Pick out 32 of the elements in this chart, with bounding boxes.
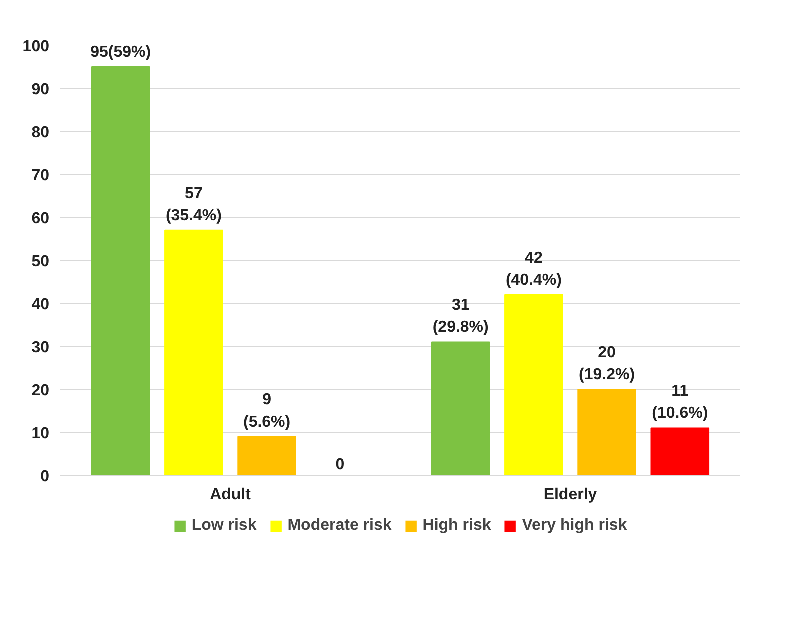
data-label: 42 (40.4%) <box>506 250 562 289</box>
data-label: 0 <box>336 456 345 474</box>
y-tick-label: 100 <box>22 38 50 56</box>
x-tick-label: Elderly <box>544 486 598 504</box>
bar <box>238 436 296 476</box>
y-tick-label: 90 <box>32 82 50 98</box>
bar <box>650 428 710 476</box>
y-tick-label: 70 <box>32 168 50 184</box>
bar <box>164 230 224 476</box>
data-label: 9 (5.6%) <box>243 392 291 431</box>
y-tick-label: 10 <box>32 426 50 442</box>
y-tick-label: 50 <box>32 254 50 270</box>
bar <box>431 342 490 476</box>
bar <box>504 294 564 476</box>
legend-label: High risk <box>422 517 492 535</box>
data-label: 20 (19.2%) <box>579 344 636 384</box>
x-tick-label: Adult <box>210 486 252 504</box>
data-label: 11 (10.6%) <box>652 383 708 422</box>
y-tick-label: 0 <box>40 468 50 486</box>
bar <box>91 66 150 476</box>
y-tick-label: 30 <box>32 340 50 356</box>
y-tick-label: 60 <box>32 210 50 228</box>
y-tick-label: 40 <box>32 296 50 314</box>
data-label: 31 (29.8%) <box>432 297 489 336</box>
y-tick-label: 20 <box>32 382 50 400</box>
y-tick-label: 80 <box>32 124 50 142</box>
legend-label: Low risk <box>192 517 257 535</box>
legend-label: Very high risk <box>522 517 628 535</box>
legend-label: Moderate risk <box>288 517 392 535</box>
data-label: 95(59%) <box>90 44 152 61</box>
bar <box>578 389 636 476</box>
data-label: 57 (35.4%) <box>166 185 222 224</box>
